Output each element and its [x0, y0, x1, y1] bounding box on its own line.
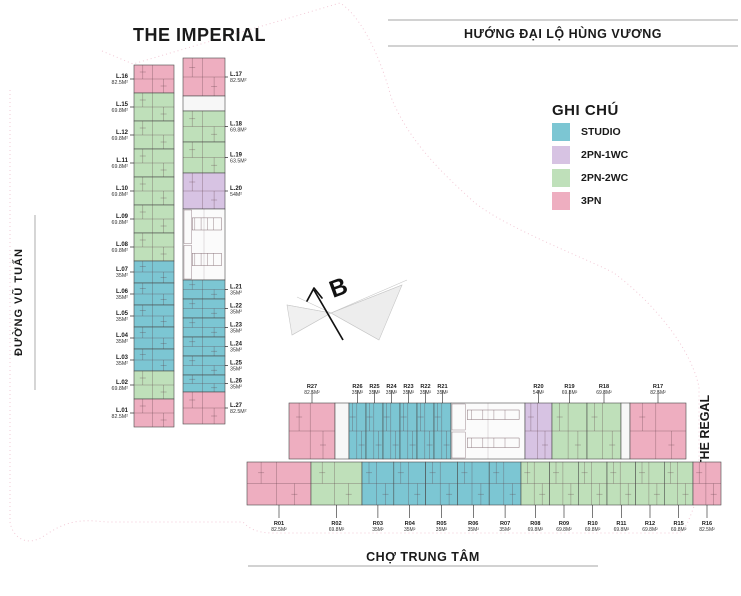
svg-text:L.06: L.06 [116, 289, 129, 295]
svg-text:L.19: L.19 [230, 153, 243, 159]
svg-text:R20: R20 [533, 384, 543, 390]
svg-text:B: B [326, 272, 352, 303]
svg-text:82.5M²: 82.5M² [650, 390, 666, 396]
svg-text:L.27: L.27 [230, 403, 243, 409]
svg-text:R21: R21 [437, 384, 447, 390]
svg-text:82.5M²: 82.5M² [112, 80, 129, 86]
svg-text:R18: R18 [599, 384, 609, 390]
svg-text:69.8M²: 69.8M² [528, 527, 544, 533]
svg-text:L.26: L.26 [230, 379, 243, 385]
svg-text:L.24: L.24 [230, 342, 243, 348]
svg-text:L.12: L.12 [116, 130, 129, 136]
svg-text:35M²: 35M² [230, 348, 242, 354]
svg-text:L.23: L.23 [230, 323, 243, 329]
svg-text:35M²: 35M² [116, 317, 128, 323]
svg-text:35M²: 35M² [436, 527, 448, 533]
svg-text:35M²: 35M² [499, 527, 511, 533]
svg-text:L.16: L.16 [116, 74, 129, 80]
svg-text:82.5M²: 82.5M² [230, 78, 247, 84]
svg-text:35M²: 35M² [230, 385, 242, 391]
svg-text:L.17: L.17 [230, 72, 243, 78]
svg-text:THE REGAL: THE REGAL [698, 395, 712, 468]
svg-text:L.21: L.21 [230, 285, 243, 291]
svg-text:69.8M²: 69.8M² [112, 136, 129, 142]
svg-text:THE IMPERIAL: THE IMPERIAL [133, 25, 266, 45]
svg-text:35M²: 35M² [230, 367, 242, 373]
svg-text:69.8M²: 69.8M² [230, 128, 247, 134]
svg-text:69.8M²: 69.8M² [112, 248, 129, 254]
svg-text:69.8M²: 69.8M² [585, 527, 601, 533]
svg-text:35M²: 35M² [372, 527, 384, 533]
svg-text:35M²: 35M² [404, 527, 416, 533]
svg-text:L.22: L.22 [230, 304, 243, 310]
svg-text:L.25: L.25 [230, 361, 243, 367]
svg-text:35M²: 35M² [116, 339, 128, 345]
svg-text:3PN: 3PN [581, 195, 601, 207]
svg-text:R17: R17 [653, 384, 663, 390]
svg-text:L.20: L.20 [230, 186, 243, 192]
svg-text:69.8M²: 69.8M² [112, 220, 129, 226]
svg-text:82.5M²: 82.5M² [230, 409, 247, 415]
svg-text:69.8M²: 69.8M² [614, 527, 630, 533]
svg-text:L.03: L.03 [116, 355, 129, 361]
svg-text:35M²: 35M² [420, 390, 432, 396]
svg-text:L.08: L.08 [116, 242, 129, 248]
svg-text:35M²: 35M² [403, 390, 415, 396]
svg-text:69.8M²: 69.8M² [112, 192, 129, 198]
svg-text:35M²: 35M² [437, 390, 449, 396]
svg-text:L.02: L.02 [116, 380, 129, 386]
svg-text:82.5M²: 82.5M² [271, 527, 287, 533]
svg-text:54M²: 54M² [533, 390, 545, 396]
svg-text:63.5M²: 63.5M² [230, 159, 247, 165]
svg-text:69.8M²: 69.8M² [596, 390, 612, 396]
svg-text:R22: R22 [420, 384, 430, 390]
svg-text:R19: R19 [564, 384, 574, 390]
svg-text:2PN-1WC: 2PN-1WC [581, 149, 629, 161]
svg-text:69.8M²: 69.8M² [556, 527, 572, 533]
svg-text:L.10: L.10 [116, 186, 129, 192]
svg-text:R25: R25 [369, 384, 379, 390]
svg-text:CHỢ TRUNG TÂM: CHỢ TRUNG TÂM [366, 549, 480, 564]
svg-text:L.09: L.09 [116, 214, 129, 220]
svg-text:2PN-2WC: 2PN-2WC [581, 172, 629, 184]
svg-text:35M²: 35M² [369, 390, 381, 396]
svg-text:82.5M²: 82.5M² [304, 390, 320, 396]
svg-text:R23: R23 [403, 384, 413, 390]
svg-text:R27: R27 [307, 384, 317, 390]
svg-text:ĐƯỜNG VŨ TUẤN: ĐƯỜNG VŨ TUẤN [12, 248, 25, 356]
svg-text:R26: R26 [352, 384, 362, 390]
svg-text:L.04: L.04 [116, 333, 129, 339]
svg-text:STUDIO: STUDIO [581, 126, 621, 138]
svg-text:GHI CHÚ: GHI CHÚ [552, 101, 619, 119]
svg-text:82.5M²: 82.5M² [699, 527, 715, 533]
svg-text:R24: R24 [386, 384, 397, 390]
svg-text:35M²: 35M² [116, 361, 128, 367]
svg-text:69.8M²: 69.8M² [329, 527, 345, 533]
svg-text:L.01: L.01 [116, 408, 129, 414]
svg-text:L.07: L.07 [116, 267, 129, 273]
svg-text:L.11: L.11 [116, 158, 128, 164]
svg-text:L.18: L.18 [230, 122, 243, 128]
svg-text:L.05: L.05 [116, 311, 129, 317]
svg-text:35M²: 35M² [116, 295, 128, 301]
svg-text:HƯỚNG ĐẠI LỘ HÙNG VƯƠNG: HƯỚNG ĐẠI LỘ HÙNG VƯƠNG [464, 26, 662, 41]
svg-text:82.5M²: 82.5M² [112, 414, 129, 420]
svg-text:35M²: 35M² [352, 390, 364, 396]
svg-text:54M²: 54M² [230, 192, 242, 198]
svg-text:69.8M²: 69.8M² [671, 527, 687, 533]
svg-text:69.8M²: 69.8M² [112, 386, 129, 392]
svg-text:35M²: 35M² [230, 329, 242, 335]
svg-text:35M²: 35M² [230, 310, 242, 316]
svg-text:69.8M²: 69.8M² [112, 108, 129, 114]
svg-text:35M²: 35M² [386, 390, 398, 396]
svg-text:35M²: 35M² [116, 273, 128, 279]
svg-text:L.15: L.15 [116, 102, 129, 108]
svg-text:35M²: 35M² [230, 291, 242, 297]
svg-text:69.8M²: 69.8M² [112, 164, 129, 170]
svg-text:69.8M²: 69.8M² [562, 390, 578, 396]
svg-text:35M²: 35M² [468, 527, 480, 533]
svg-text:69.8M²: 69.8M² [642, 527, 658, 533]
